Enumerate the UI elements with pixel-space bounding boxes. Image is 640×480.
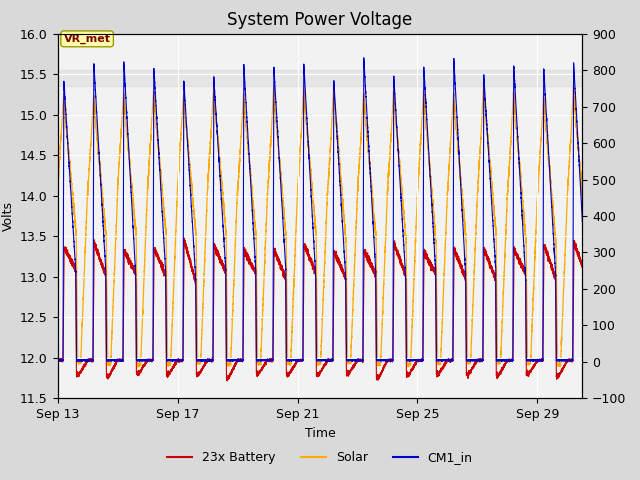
- Bar: [58, 70, 582, 86]
- Y-axis label: Volts: Volts: [1, 201, 15, 231]
- Legend: 23x Battery, Solar, CM1_in: 23x Battery, Solar, CM1_in: [163, 446, 477, 469]
- X-axis label: Time: Time: [305, 427, 335, 440]
- Title: System Power Voltage: System Power Voltage: [227, 11, 413, 29]
- Text: VR_met: VR_met: [63, 34, 111, 44]
